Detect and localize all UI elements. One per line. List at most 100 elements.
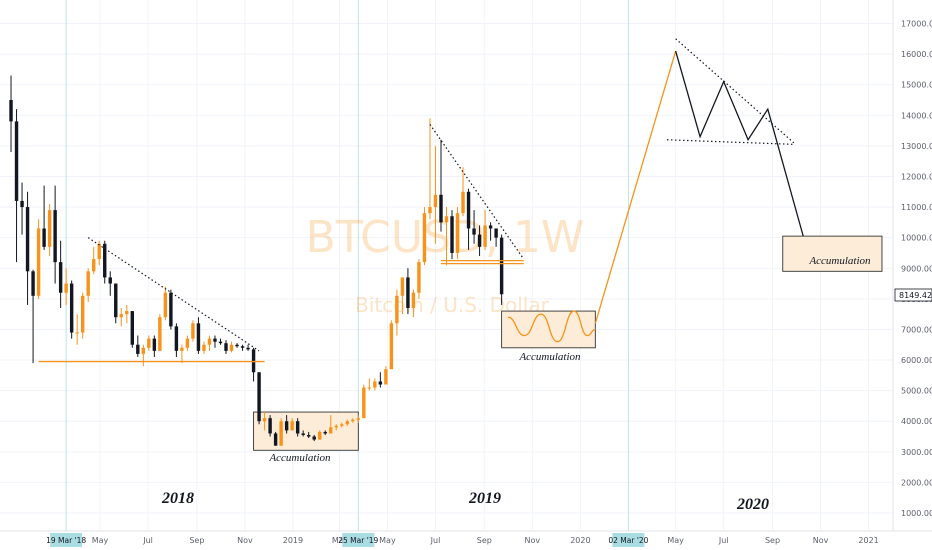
candle <box>251 347 256 382</box>
candle <box>279 418 283 446</box>
candle <box>108 271 112 296</box>
candle-body <box>108 277 112 284</box>
price-tag-value: 8149.42 <box>899 291 932 300</box>
year-label-2019: 2019 <box>468 490 501 507</box>
candle <box>483 210 487 250</box>
candle <box>36 219 41 299</box>
candle <box>174 323 179 357</box>
candle <box>130 311 135 348</box>
candle-body <box>466 191 471 229</box>
candle <box>229 341 234 353</box>
candle <box>439 139 443 232</box>
axis-tags: 8149.42 19 Mar '18 25 Mar '19 02 Mar '20 <box>46 288 932 547</box>
candle-body <box>356 418 361 420</box>
candle-body <box>334 425 338 428</box>
candle-body <box>163 292 168 318</box>
candle-body <box>14 121 19 201</box>
candle <box>466 188 471 250</box>
candle-body <box>235 344 239 347</box>
candle <box>494 228 498 247</box>
watermark: BTCUSD, 1W Bitcoin / U.S. Dollar <box>306 212 585 317</box>
x-tick-label: Jul <box>718 536 729 545</box>
candle <box>329 415 333 434</box>
x-axis[interactable]: May Jul Sep Nov 2019 Mar May Jul Sep Nov 2020 May Ju… <box>0 530 932 545</box>
x-tick-label: May <box>92 536 109 545</box>
x-tick-label: Nov <box>237 536 253 545</box>
candle-body <box>86 271 90 296</box>
candle-body <box>114 283 118 318</box>
candle <box>141 344 146 367</box>
candle <box>207 335 212 351</box>
accumulation-wave <box>507 310 596 343</box>
candle <box>152 335 157 357</box>
candle <box>69 280 74 339</box>
candle <box>268 415 272 437</box>
candle-body <box>169 292 173 327</box>
candle <box>323 430 327 435</box>
candle <box>147 335 151 351</box>
candle-body <box>400 277 405 296</box>
candle <box>406 268 410 315</box>
candle <box>119 308 123 327</box>
candle <box>92 246 96 275</box>
candle <box>273 431 278 446</box>
candle-body <box>323 431 327 434</box>
candle <box>356 415 361 423</box>
candle-body <box>147 338 151 348</box>
candle-body <box>455 213 460 253</box>
y-axis[interactable]: 17000.00 16000.00 15000.00 14000.00 13000.00… <box>892 0 932 531</box>
candle-body <box>42 228 46 247</box>
candle-body <box>306 434 311 437</box>
candle <box>47 204 52 257</box>
candle <box>42 185 46 250</box>
candle-body <box>389 323 394 370</box>
candle <box>103 240 107 284</box>
candle <box>340 422 344 428</box>
candle <box>163 286 168 321</box>
candle-body <box>9 99 13 122</box>
annotation-labels: Accumulation Accumulation Accumulation 2… <box>161 255 871 513</box>
candle <box>240 344 245 351</box>
y-tick-label: 11000.00 <box>901 203 932 212</box>
candle-body <box>378 381 383 385</box>
candle-body <box>130 311 135 345</box>
candle-body <box>224 343 228 351</box>
candle <box>334 424 338 431</box>
candle-body <box>312 436 316 440</box>
candle <box>417 259 421 299</box>
candle-body <box>284 421 289 431</box>
candle-body <box>406 277 410 309</box>
y-tick-label: 16000.00 <box>901 50 932 59</box>
candle <box>455 207 460 260</box>
candle <box>318 430 322 440</box>
candle-body <box>295 421 300 434</box>
candle <box>9 75 13 152</box>
x-tick-label: Jul <box>142 536 153 545</box>
candle-body <box>428 207 432 214</box>
candle-body <box>64 283 68 293</box>
candle-body <box>461 191 465 214</box>
date-tag-label: 25 Mar '19 <box>338 536 378 545</box>
price-tag: 8149.42 <box>894 288 932 302</box>
candlesticks <box>9 75 504 446</box>
date-tag: 25 Mar '19 <box>338 533 379 547</box>
candle-body <box>75 332 79 334</box>
candle-body <box>367 387 372 389</box>
date-tag-label: 02 Mar '20 <box>608 536 648 545</box>
y-tick-label: 6000.00 <box>901 356 932 365</box>
zigzag-line <box>675 50 804 237</box>
candle <box>185 335 190 351</box>
candle-body <box>329 427 333 434</box>
candle-body <box>103 243 107 278</box>
date-tag: 19 Mar '18 <box>46 533 86 547</box>
candle-body <box>174 326 179 351</box>
candle <box>246 344 250 351</box>
candle-body <box>384 369 388 385</box>
candle-body <box>31 271 35 296</box>
candle-body <box>279 421 283 446</box>
y-tick-label: 15000.00 <box>901 81 932 90</box>
candle <box>499 234 504 305</box>
candle-body <box>301 433 305 435</box>
candle <box>433 145 438 244</box>
